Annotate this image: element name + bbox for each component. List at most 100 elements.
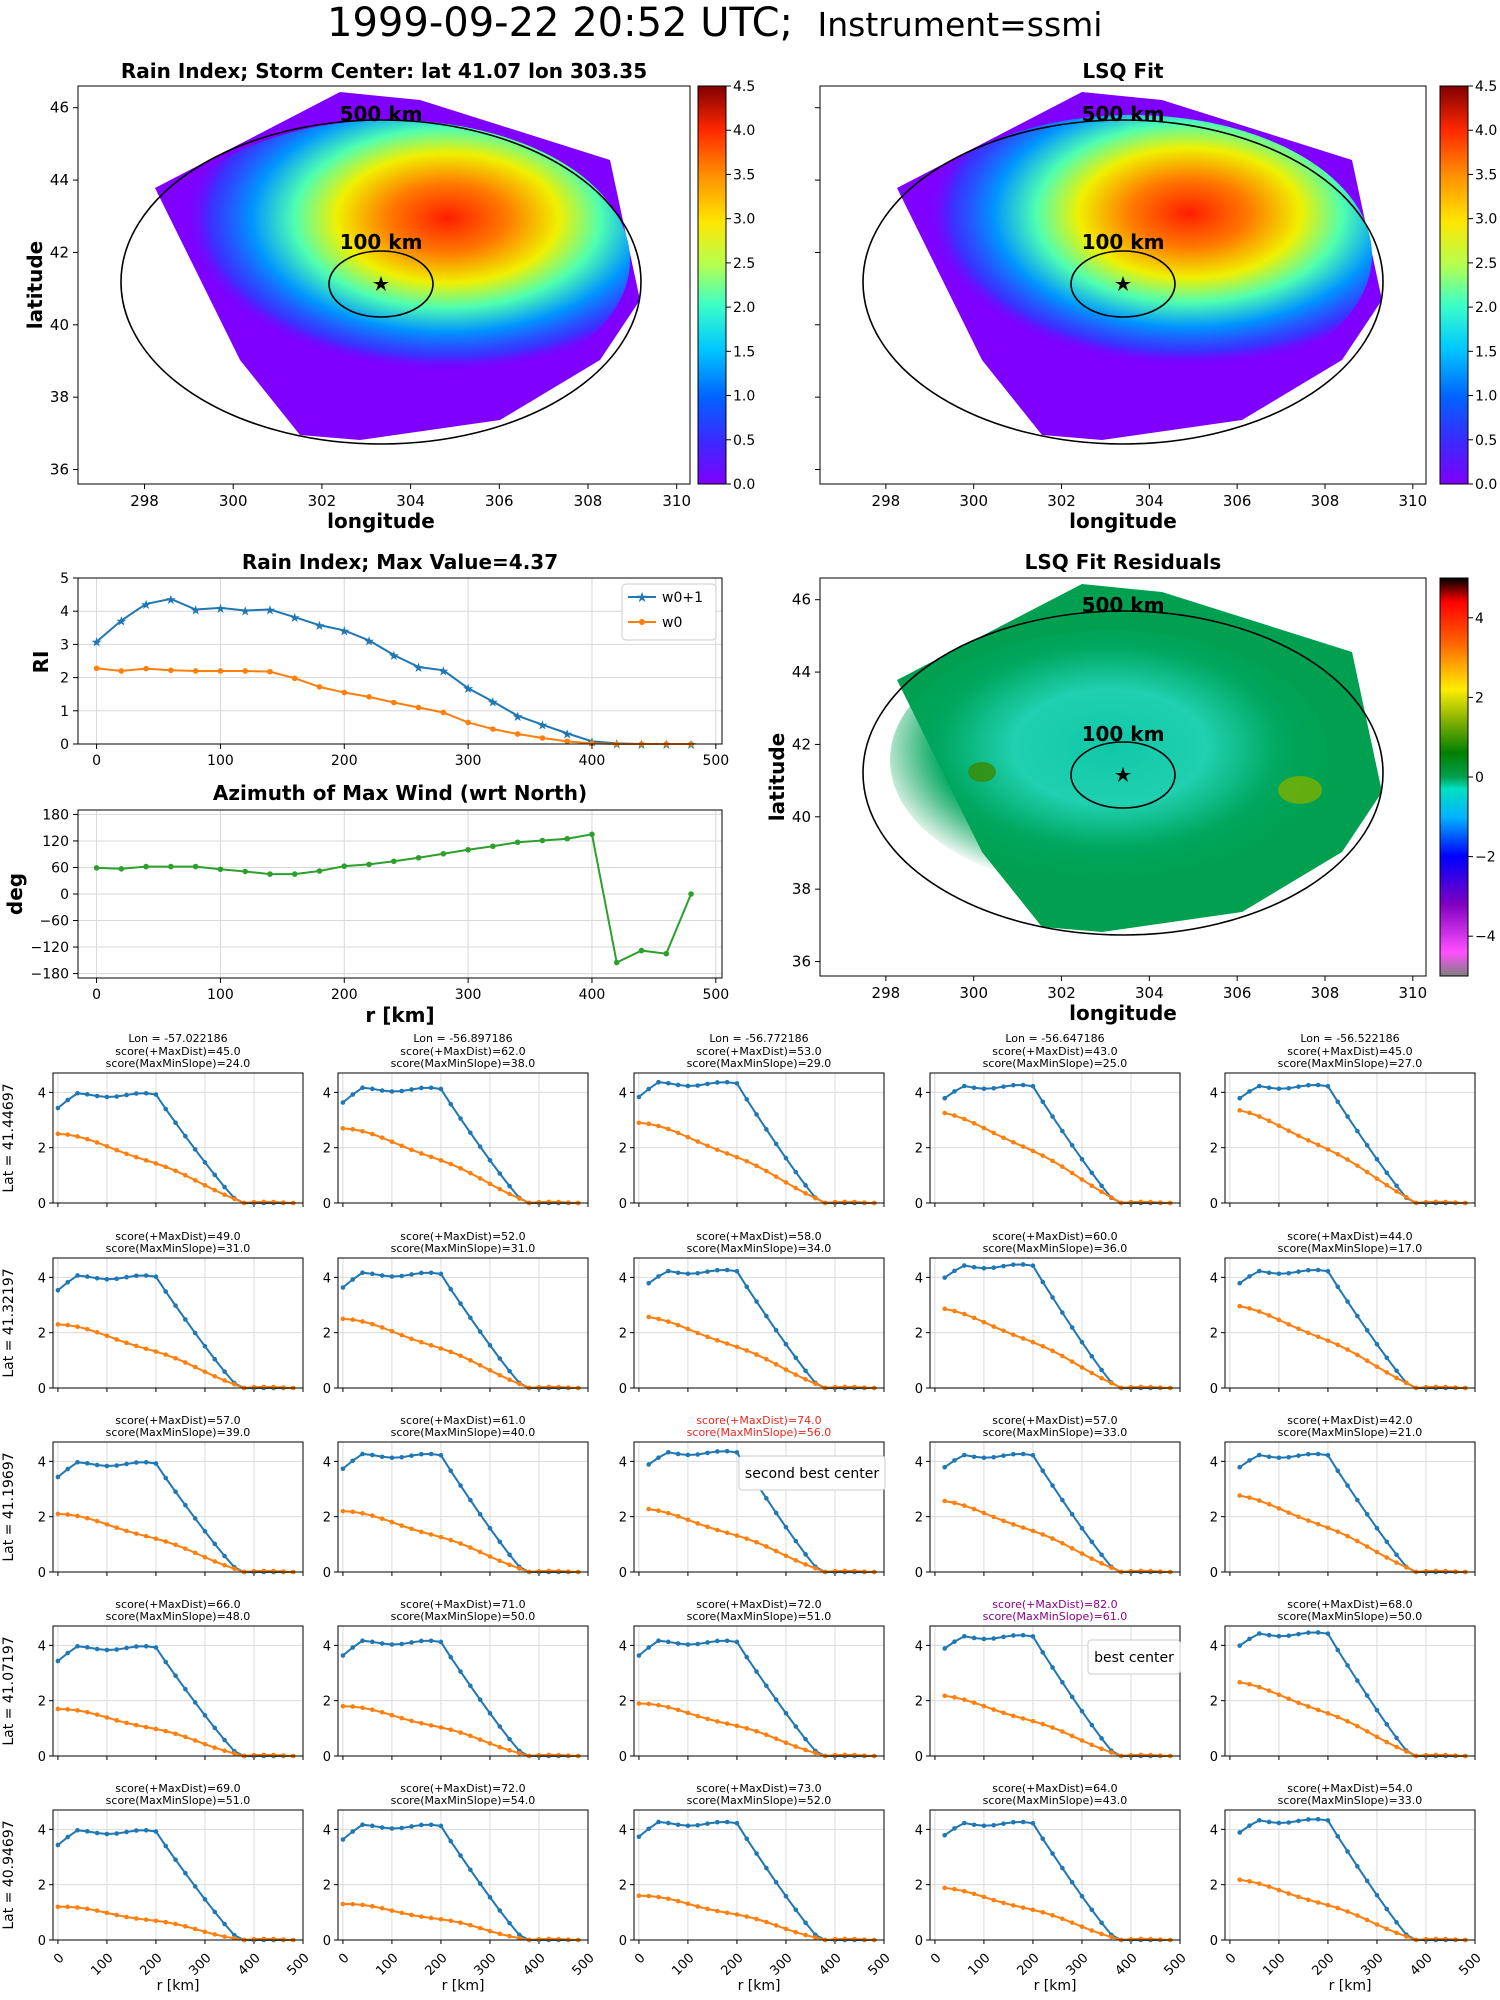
data-point: [153, 1645, 159, 1650]
data-point: [636, 1834, 642, 1840]
data-point: [458, 1669, 463, 1674]
data-point: [222, 1921, 227, 1927]
lsq-fit-map-title: LSQ Fit: [1082, 59, 1164, 83]
data-point: [163, 1539, 169, 1544]
x-tick-label: 300: [1358, 1951, 1386, 1979]
plot-frame: [337, 1441, 589, 1573]
data-point: [1030, 1634, 1036, 1639]
data-point: [1030, 1718, 1036, 1724]
data-point: [1247, 1089, 1252, 1094]
y-tick-label: 4: [1210, 1086, 1218, 1101]
data-point: [705, 1640, 710, 1645]
data-point: [497, 1372, 503, 1378]
data-point: [1060, 1164, 1065, 1169]
y-tick-label: 0: [60, 887, 69, 903]
data-point: [666, 1510, 671, 1516]
data-point: [793, 1372, 799, 1377]
data-point: [163, 1352, 169, 1357]
y-tick-label: 46: [792, 591, 811, 609]
data-point: [163, 1919, 169, 1925]
y-tick-label: 2: [38, 1511, 46, 1526]
data-point: [55, 1511, 61, 1517]
data-point: [389, 1089, 395, 1094]
data-point: [764, 1496, 769, 1501]
data-point: [222, 1748, 227, 1754]
data-point: [202, 1160, 208, 1165]
data-point: [173, 1489, 178, 1494]
data-point: [440, 850, 447, 857]
data-point: [85, 1326, 90, 1332]
x-ticks: 298 300 302 304 306 308 310: [872, 976, 1427, 1002]
data-point: [803, 1183, 808, 1188]
data-point: [685, 1642, 691, 1647]
data-point: [1306, 1451, 1311, 1457]
data-point: [419, 1720, 424, 1726]
data-point: [656, 1079, 661, 1085]
panel-lat-label: Lat = 41.44697: [1, 1083, 17, 1192]
data-point: [1345, 1347, 1350, 1352]
data-point: [705, 1143, 710, 1149]
data-point: [85, 1136, 90, 1142]
data-point: [192, 1147, 198, 1152]
x-tick-label: 300: [455, 987, 482, 1003]
data-point: [666, 1896, 671, 1902]
data-point: [803, 1736, 808, 1742]
data-point: [192, 1926, 198, 1932]
data-point: [232, 1196, 237, 1202]
data-point: [409, 1640, 414, 1645]
colorbar-tick-label: 2.5: [1475, 256, 1497, 272]
data-point: [1266, 1085, 1272, 1091]
data-point: [1020, 1451, 1026, 1457]
data-point: [636, 1893, 642, 1899]
data-point: [124, 1720, 129, 1726]
series-line: [944, 1263, 1171, 1389]
data-point: [124, 1645, 129, 1651]
plot-frame: [337, 1257, 589, 1389]
data-point: [183, 1317, 188, 1322]
data-point: [803, 1920, 808, 1926]
data-point: [646, 1506, 652, 1512]
data-point: [1296, 1133, 1301, 1139]
x-tick-label: 400: [579, 753, 606, 769]
data-point: [1060, 1353, 1065, 1359]
data-point: [1394, 1560, 1399, 1565]
data-point: [1394, 1189, 1399, 1194]
data-point: [1011, 1262, 1016, 1267]
data-point: [114, 1831, 120, 1836]
data-point: ★: [438, 664, 450, 679]
data-point: [409, 1526, 414, 1532]
data-point: [370, 1513, 375, 1518]
x-tick-label: 304: [1135, 492, 1164, 510]
legend-star-marker: ★: [636, 590, 649, 606]
data-point: [75, 1459, 80, 1465]
data-point: [773, 1510, 779, 1516]
data-point: [1079, 1365, 1085, 1370]
data-point: [803, 1562, 808, 1567]
data-point: [636, 1120, 642, 1126]
data-point: [1257, 1631, 1262, 1636]
data-point: [724, 1819, 730, 1825]
data-point: [487, 1741, 493, 1746]
panel-score-maxminslope: score(MaxMinSlope)=54.0: [391, 1794, 536, 1807]
data-point: [1257, 1452, 1262, 1458]
y-tick-label: 4: [619, 1086, 627, 1101]
data-point: [55, 1904, 61, 1910]
chart-title: Rain Index; Max Value=4.37: [242, 550, 558, 574]
data-point: [267, 668, 273, 675]
y-tick-label: 0: [38, 1566, 46, 1581]
panel-score-maxdist: score(+MaxDist)=49.0: [115, 1230, 240, 1243]
plot-frame: [633, 1809, 885, 1941]
data-point: [1148, 1384, 1153, 1390]
data-point: [1247, 1681, 1252, 1687]
data-point: [1325, 1268, 1331, 1274]
data-point: [852, 1936, 857, 1942]
data-point: [1296, 1514, 1301, 1520]
panel-score-maxdist: score(+MaxDist)=64.0: [992, 1782, 1117, 1795]
data-point: [793, 1355, 799, 1361]
data-point: [85, 1515, 90, 1521]
data-point: [370, 1639, 375, 1645]
colorbar-tick-label: 0.5: [1475, 433, 1497, 449]
data-point: [1247, 1274, 1252, 1279]
y-tick-label: 2: [915, 1511, 923, 1526]
